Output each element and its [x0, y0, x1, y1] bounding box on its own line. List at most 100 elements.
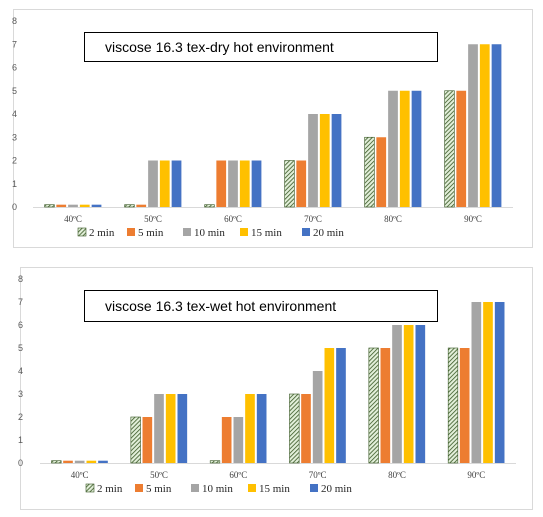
y-tick-label-dry: 5	[12, 86, 17, 96]
bar-wet-80-c-15-min	[403, 325, 414, 463]
bar-wet-70-c-10-min	[312, 371, 323, 463]
bar-wet-80-c-10-min	[392, 325, 402, 463]
legend-label-wet-10-min: 10 min	[202, 483, 233, 495]
bar-wet-60-c-10-min	[233, 417, 244, 463]
chart-title-dry: viscose 16.3 tex-dry hot environment	[84, 32, 438, 62]
bar-wet-40-c-15-min	[86, 460, 97, 463]
legend-label-wet-2-min: 2 min	[97, 483, 123, 495]
bar-wet-60-c-20-min	[256, 394, 267, 463]
y-tick-label-wet: 2	[18, 412, 23, 422]
bar-dry-40-c-15-min	[79, 204, 90, 207]
bar-wet-50-c-10-min	[154, 394, 164, 463]
y-tick-label-dry: 0	[12, 202, 17, 212]
bar-wet-40-c-10-min	[74, 460, 85, 463]
bar-dry-80-c-5-min	[376, 137, 387, 207]
bar-wet-70-c-20-min	[336, 348, 346, 463]
x-tick-label-dry: 90ºC	[464, 214, 482, 224]
bar-dry-60-c-15-min	[239, 160, 250, 207]
bar-dry-40-c-5-min	[56, 204, 67, 207]
bar-dry-70-c-5-min	[296, 160, 307, 207]
bar-wet-80-c-20-min	[415, 325, 426, 463]
bar-dry-80-c-10-min	[388, 90, 398, 207]
legend-swatch-wet-5-min	[135, 484, 143, 492]
bar-dry-70-c-15-min	[319, 114, 330, 207]
y-tick-label-wet: 7	[18, 297, 23, 307]
bar-dry-50-c-10-min	[148, 160, 158, 207]
bar-dry-50-c-5-min	[136, 204, 147, 207]
bar-dry-70-c-10-min	[308, 114, 318, 207]
bar-wet-90-c-5-min	[459, 348, 470, 463]
bar-dry-40-c-20-min	[91, 204, 102, 207]
bar-dry-50-c-15-min	[159, 160, 170, 207]
bar-dry-80-c-20-min	[411, 90, 422, 207]
y-tick-label-dry: 7	[12, 39, 17, 49]
bar-dry-50-c-20-min	[171, 160, 182, 207]
bar-dry-60-c-20-min	[251, 160, 262, 207]
y-tick-label-wet: 6	[18, 320, 23, 330]
legend-swatch-wet-20-min	[310, 484, 318, 492]
bar-dry-90-c-10-min	[468, 44, 478, 207]
legend-swatch-wet-10-min	[191, 484, 199, 492]
legend-swatch-dry-10-min	[183, 228, 191, 236]
bar-wet-40-c-20-min	[98, 460, 108, 463]
legend-swatch-dry-20-min	[302, 228, 310, 236]
bar-wet-60-c-2-min	[209, 460, 221, 464]
y-tick-label-wet: 8	[18, 274, 23, 284]
bar-dry-40-c-10-min	[68, 204, 78, 207]
bar-dry-60-c-10-min	[228, 160, 238, 207]
bar-wet-50-c-5-min	[142, 417, 153, 463]
y-tick-label-dry: 4	[12, 109, 17, 119]
chart-title-wet: viscose 16.3 tex-wet hot environment	[84, 290, 438, 322]
bar-wet-90-c-2-min	[447, 347, 459, 464]
bar-dry-90-c-5-min	[456, 90, 467, 207]
bar-wet-50-c-2-min	[130, 416, 141, 464]
bar-wet-80-c-5-min	[380, 348, 391, 463]
y-tick-label-dry: 8	[12, 16, 17, 26]
x-tick-label-wet: 70ºC	[309, 470, 327, 480]
x-tick-label-wet: 50ºC	[150, 470, 168, 480]
x-tick-label-wet: 80ºC	[388, 470, 406, 480]
bar-dry-60-c-2-min	[204, 204, 215, 208]
legend-swatch-dry-2-min	[77, 227, 87, 237]
bar-wet-50-c-20-min	[177, 394, 188, 463]
y-tick-label-dry: 3	[12, 132, 17, 142]
legend-label-wet-5-min: 5 min	[146, 483, 172, 495]
x-tick-label-dry: 70ºC	[304, 214, 322, 224]
legend-swatch-wet-2-min	[85, 483, 95, 493]
bar-wet-40-c-2-min	[51, 460, 62, 464]
bar-wet-90-c-10-min	[471, 302, 482, 463]
bar-dry-90-c-20-min	[491, 44, 502, 207]
x-tick-label-dry: 50ºC	[144, 214, 162, 224]
bar-dry-90-c-15-min	[479, 44, 490, 207]
legend-label-dry-20-min: 20 min	[313, 227, 344, 239]
legend-label-dry-10-min: 10 min	[194, 227, 225, 239]
bar-wet-90-c-20-min	[494, 302, 505, 463]
y-tick-label-wet: 1	[18, 435, 23, 445]
y-tick-label-dry: 2	[12, 156, 17, 166]
legend-swatch-dry-5-min	[127, 228, 135, 236]
x-tick-label-dry: 40ºC	[64, 214, 82, 224]
bar-wet-90-c-15-min	[483, 302, 493, 463]
y-tick-label-dry: 6	[12, 63, 17, 73]
bar-dry-50-c-2-min	[124, 204, 135, 208]
bar-wet-50-c-15-min	[165, 394, 176, 463]
legend-label-dry-15-min: 15 min	[251, 227, 282, 239]
bar-dry-70-c-2-min	[284, 160, 295, 208]
bar-dry-70-c-20-min	[331, 114, 342, 207]
x-tick-label-wet: 60ºC	[229, 470, 247, 480]
bar-wet-70-c-15-min	[324, 348, 335, 463]
legend-swatch-dry-15-min	[240, 228, 248, 236]
bar-dry-40-c-2-min	[44, 204, 55, 208]
bar-dry-90-c-2-min	[444, 90, 455, 208]
legend-label-wet-15-min: 15 min	[259, 483, 290, 495]
legend-swatch-wet-15-min	[248, 484, 256, 492]
bar-wet-80-c-2-min	[368, 347, 379, 464]
x-tick-label-wet: 90ºC	[467, 470, 485, 480]
x-tick-label-dry: 60ºC	[224, 214, 242, 224]
bar-wet-40-c-5-min	[63, 460, 73, 463]
legend-label-dry-2-min: 2 min	[89, 227, 115, 239]
bar-dry-80-c-15-min	[399, 90, 410, 207]
y-tick-label-wet: 5	[18, 343, 23, 353]
y-tick-label-wet: 3	[18, 389, 23, 399]
